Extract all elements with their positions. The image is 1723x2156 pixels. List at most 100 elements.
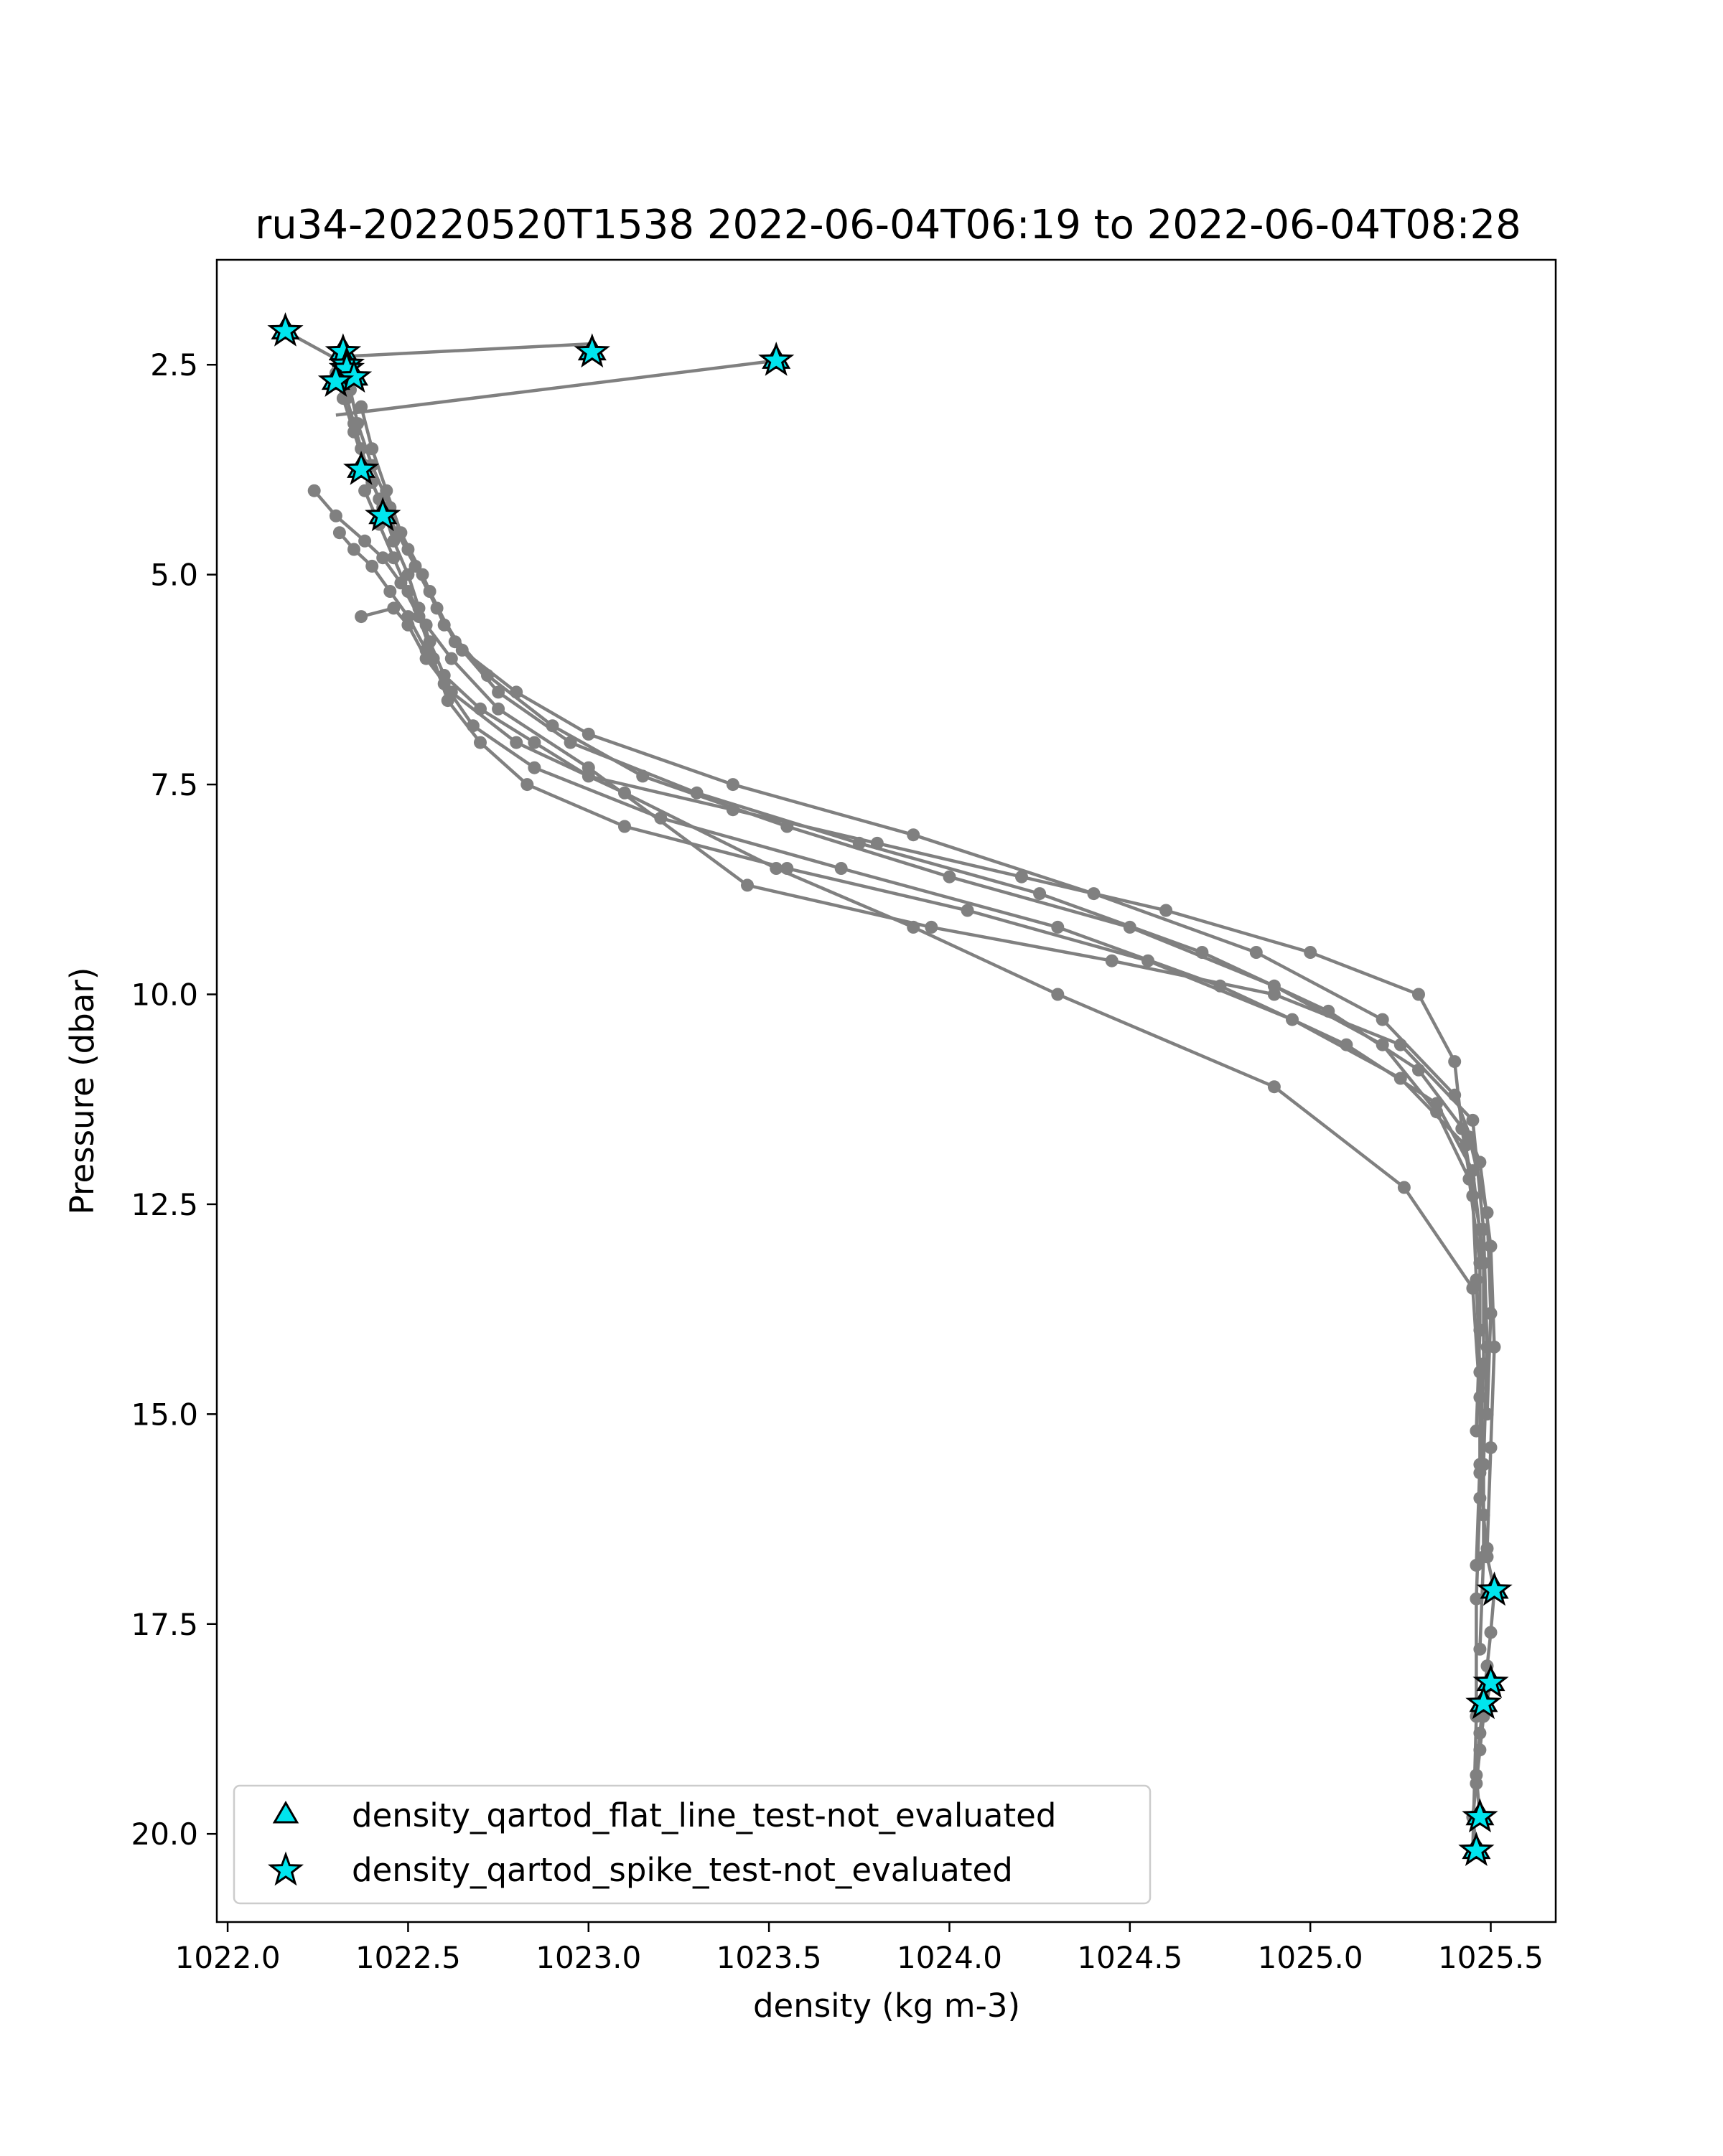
profile-point (1484, 1626, 1498, 1639)
profile-point (1484, 1239, 1498, 1253)
profile-point (394, 526, 408, 540)
x-tick-label: 1024.5 (1077, 1940, 1182, 1975)
profile-point (1376, 1038, 1389, 1051)
profile-point (437, 618, 451, 632)
profile-point (1473, 1491, 1487, 1505)
profile-point (1473, 1390, 1487, 1404)
y-tick-label: 2.5 (150, 347, 198, 383)
profile-point (387, 601, 401, 615)
profile-point (582, 727, 595, 741)
profile-line-0 (284, 329, 1485, 1649)
profile-connector-1 (335, 359, 777, 417)
profile-point (1477, 1508, 1490, 1522)
profile-point (347, 543, 360, 556)
spike-marker (335, 358, 373, 393)
profile-point (1397, 1181, 1411, 1194)
profile-point (380, 484, 393, 497)
profile-point (1123, 920, 1136, 934)
profile-point (834, 862, 848, 875)
x-axis: 1022.0 1022.5 1023.0 1023.5 1024.0 1024.5 1025… (175, 1922, 1544, 1975)
profile-point (383, 585, 397, 598)
profile-point (1267, 988, 1281, 1001)
y-tick-label: 10.0 (131, 977, 198, 1012)
profile-point (780, 820, 794, 833)
profile-point (1340, 1038, 1353, 1051)
profile-point (925, 920, 938, 934)
profile-point (618, 820, 631, 833)
profile-point (961, 904, 974, 917)
profile-point (582, 761, 595, 774)
profile-point (419, 618, 433, 632)
profile-point (1466, 1281, 1480, 1295)
profile-point (1470, 1777, 1483, 1790)
profile-point (1430, 1097, 1444, 1110)
profile-point (329, 509, 342, 522)
axes-frame (215, 258, 1557, 1923)
profile-point (654, 811, 668, 825)
profile-line-2 (341, 356, 1493, 1415)
profile-point (474, 736, 487, 749)
profile-point (492, 685, 505, 699)
profile-line-6 (360, 606, 1482, 1851)
profile-point (943, 870, 956, 884)
spike-marker (267, 311, 304, 347)
profile-point (1412, 988, 1425, 1001)
spike-marker (1472, 1664, 1509, 1699)
profile-point (1033, 887, 1047, 901)
profile-point (1473, 1466, 1487, 1480)
y-axis: 2.5 5.0 7.5 10.0 12.5 15.0 17.5 20.0 (131, 347, 217, 1852)
y-tick-label: 12.5 (131, 1187, 198, 1222)
profile-point (1477, 1223, 1490, 1236)
profile-point (1480, 1550, 1494, 1564)
profile-point (636, 769, 650, 783)
profile-point (1484, 1441, 1498, 1455)
spike-marker (317, 362, 355, 398)
profile-line-7 (363, 489, 1489, 1465)
profile-line-4 (312, 489, 1482, 1431)
profile-point (1473, 1743, 1487, 1757)
spike-marker (1465, 1684, 1502, 1720)
y-tick-label: 20.0 (131, 1817, 198, 1852)
profile-point (1249, 946, 1263, 959)
profile-point (355, 610, 368, 624)
profile-point (416, 568, 429, 581)
profile-point (1448, 1055, 1462, 1069)
profile-point (1480, 1340, 1494, 1354)
legend-label: density_qartod_spike_test-not_evaluated (352, 1851, 1013, 1889)
profile-point (481, 669, 494, 682)
profile-point (365, 559, 379, 573)
legend-box (233, 1784, 1152, 1905)
profile-point (466, 719, 480, 733)
profile-point (1480, 1206, 1494, 1219)
x-axis-label: density (kg m-3) (753, 1987, 1020, 2025)
profile-point (376, 551, 390, 565)
profile-point (1376, 1013, 1389, 1026)
x-tick-label: 1024.0 (897, 1940, 1002, 1975)
y-tick-label: 7.5 (150, 767, 198, 802)
profile-point (307, 484, 321, 497)
legend-triangle-icon (272, 1801, 299, 1824)
profile-point (520, 778, 534, 792)
profile-point (419, 652, 433, 665)
legend-label: density_qartod_flat_line_test-not_evalua… (352, 1796, 1056, 1834)
spike-marker (758, 341, 795, 376)
x-tick-label: 1023.5 (716, 1940, 822, 1975)
spike-marker (1462, 1798, 1498, 1833)
profile-point (358, 534, 372, 548)
profile-point (355, 400, 368, 413)
profile-point (401, 568, 415, 581)
profile-point (1470, 1592, 1483, 1606)
profile-point (387, 551, 401, 565)
profile-point (1087, 887, 1101, 901)
profile-point (1267, 1080, 1281, 1094)
profile-point (770, 862, 783, 875)
profile-point (332, 526, 346, 540)
profile-point (1304, 946, 1317, 959)
profile-connector-0 (346, 342, 592, 358)
y-tick-label: 5.0 (150, 558, 198, 593)
profile-point (726, 778, 739, 792)
legend-star-icon (267, 1851, 304, 1886)
profile-point (492, 702, 505, 716)
